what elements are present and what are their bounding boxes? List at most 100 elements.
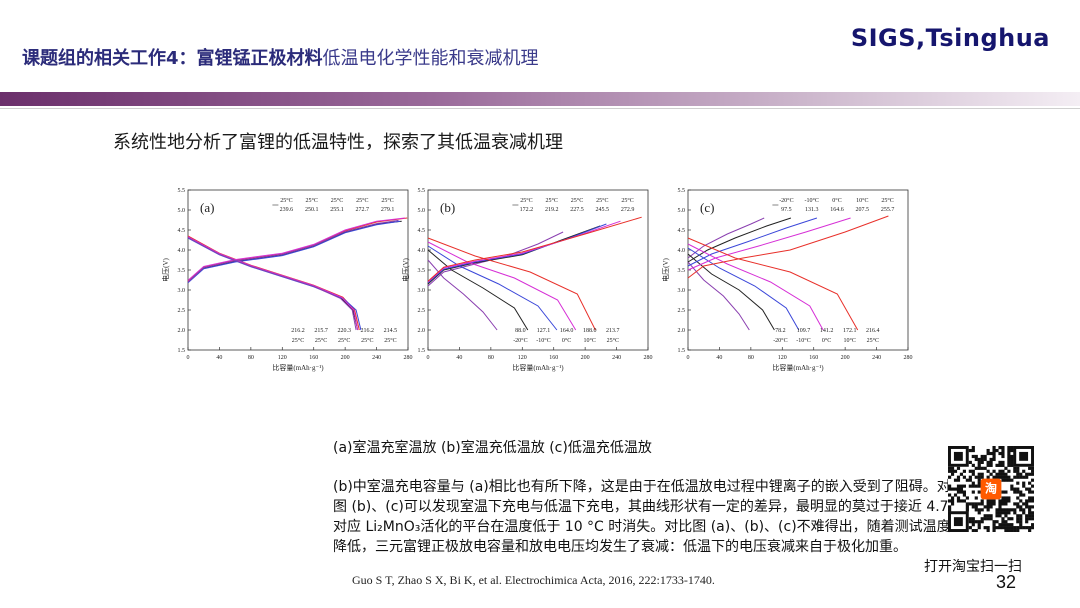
qr-module	[948, 484, 952, 488]
qr-module	[959, 499, 964, 503]
y-tick-label: 5.5	[678, 188, 686, 194]
qr-module	[1010, 487, 1014, 491]
qr-module	[971, 505, 975, 509]
charge-capacity-label: 250.1	[305, 207, 319, 213]
charge-temp-label: 25°C	[596, 197, 608, 204]
qr-module	[989, 457, 993, 462]
qr-module	[983, 517, 987, 521]
qr-module	[995, 448, 999, 453]
qr-module	[983, 505, 987, 509]
qr-module	[968, 478, 972, 482]
qr-module	[980, 454, 984, 459]
qr-module	[971, 523, 975, 527]
qr-module	[965, 505, 969, 509]
qr-module	[998, 446, 1002, 450]
qr-module	[986, 517, 990, 521]
charge-capacity-label: 207.5	[856, 207, 870, 213]
qr-module	[1028, 487, 1032, 491]
qr-module	[998, 526, 1002, 530]
qr-module	[948, 469, 952, 473]
qr-module	[950, 466, 955, 470]
qr-module	[1004, 499, 1008, 503]
taobao-logo-text: 淘	[985, 480, 997, 495]
qr-module	[1001, 496, 1005, 500]
qr-module	[1004, 529, 1008, 533]
qr-module	[948, 487, 952, 491]
header-divider	[0, 108, 1080, 109]
qr-module	[977, 508, 981, 512]
qr-module	[998, 523, 1002, 527]
qr-module	[1007, 478, 1011, 482]
panel-label: (c)	[700, 200, 714, 215]
qr-module	[950, 469, 955, 473]
qr-module	[995, 508, 999, 512]
qr-module	[1022, 493, 1026, 497]
qr-module	[986, 469, 990, 473]
qr-module	[1010, 446, 1014, 450]
qr-module	[980, 475, 984, 479]
qr-module	[989, 472, 993, 476]
qr-module	[1016, 469, 1020, 473]
qr-module	[1004, 490, 1008, 494]
discharge-capacity-label: 216.2	[291, 328, 305, 334]
qr-module	[977, 502, 981, 506]
qr-module	[1010, 508, 1014, 512]
qr-module	[1007, 526, 1011, 530]
x-axis-label: 比容量(mAh·g⁻¹)	[512, 363, 564, 372]
qr-module	[1004, 478, 1008, 482]
discharge-curve	[687, 237, 859, 331]
qr-module	[1016, 517, 1020, 521]
discharge-curve	[427, 245, 558, 331]
qr-module	[1007, 523, 1011, 527]
qr-module	[998, 469, 1002, 473]
x-tick-label: 120	[518, 355, 527, 361]
qr-module	[1028, 517, 1032, 521]
qr-module	[1001, 499, 1005, 503]
qr-module	[956, 478, 961, 482]
discharge-curve	[687, 243, 824, 331]
qr-module	[962, 490, 966, 494]
qr-module	[998, 463, 1002, 467]
discharge-temp-label: -10°C	[536, 337, 550, 344]
qr-module	[974, 529, 978, 533]
qr-module	[1031, 472, 1035, 476]
x-tick-label: 240	[612, 355, 621, 361]
qr-module	[968, 520, 972, 524]
qr-module	[998, 502, 1002, 506]
qr-module	[1004, 508, 1008, 512]
qr-module	[980, 508, 984, 512]
charge-temp-label: -10°C	[804, 197, 818, 204]
qr-module	[956, 466, 961, 470]
qr-module	[971, 490, 975, 494]
qr-module	[1019, 517, 1023, 521]
y-tick-label: 1.5	[178, 348, 186, 354]
charge-curve	[427, 225, 601, 285]
qr-module	[986, 526, 990, 530]
charge-capacity-label: 272.7	[356, 207, 370, 213]
qr-module	[1019, 508, 1023, 512]
qr-module	[1001, 469, 1005, 473]
qr-module	[1025, 517, 1029, 521]
qr-module	[1001, 472, 1005, 476]
qr-module	[971, 448, 975, 453]
qr-module	[1010, 478, 1014, 482]
qr-module	[1019, 490, 1023, 494]
charge-temp-label: 25°C	[356, 197, 368, 204]
qr-module	[962, 469, 966, 473]
qr-module	[980, 457, 984, 462]
qr-module	[1025, 487, 1029, 491]
discharge-temp-label: 25°C	[361, 337, 373, 344]
y-tick-label: 2.0	[418, 328, 426, 334]
qr-module	[1013, 487, 1017, 491]
qr-module	[971, 520, 975, 524]
qr-module	[1031, 511, 1035, 515]
charge-temp-label: 10°C	[856, 197, 868, 204]
qr-module	[986, 475, 990, 479]
qr-module	[1031, 505, 1035, 509]
qr-module	[971, 529, 975, 533]
body-line: (b)中室温充电容量与 (a)相比也有所下降，这是由于在低温放电过程中锂离子的嵌…	[333, 479, 965, 495]
discharge-curve	[687, 261, 750, 331]
qr-module	[965, 508, 969, 512]
qr-code[interactable]: 淘	[948, 446, 1035, 533]
x-axis-label: 比容量(mAh·g⁻¹)	[272, 363, 324, 372]
